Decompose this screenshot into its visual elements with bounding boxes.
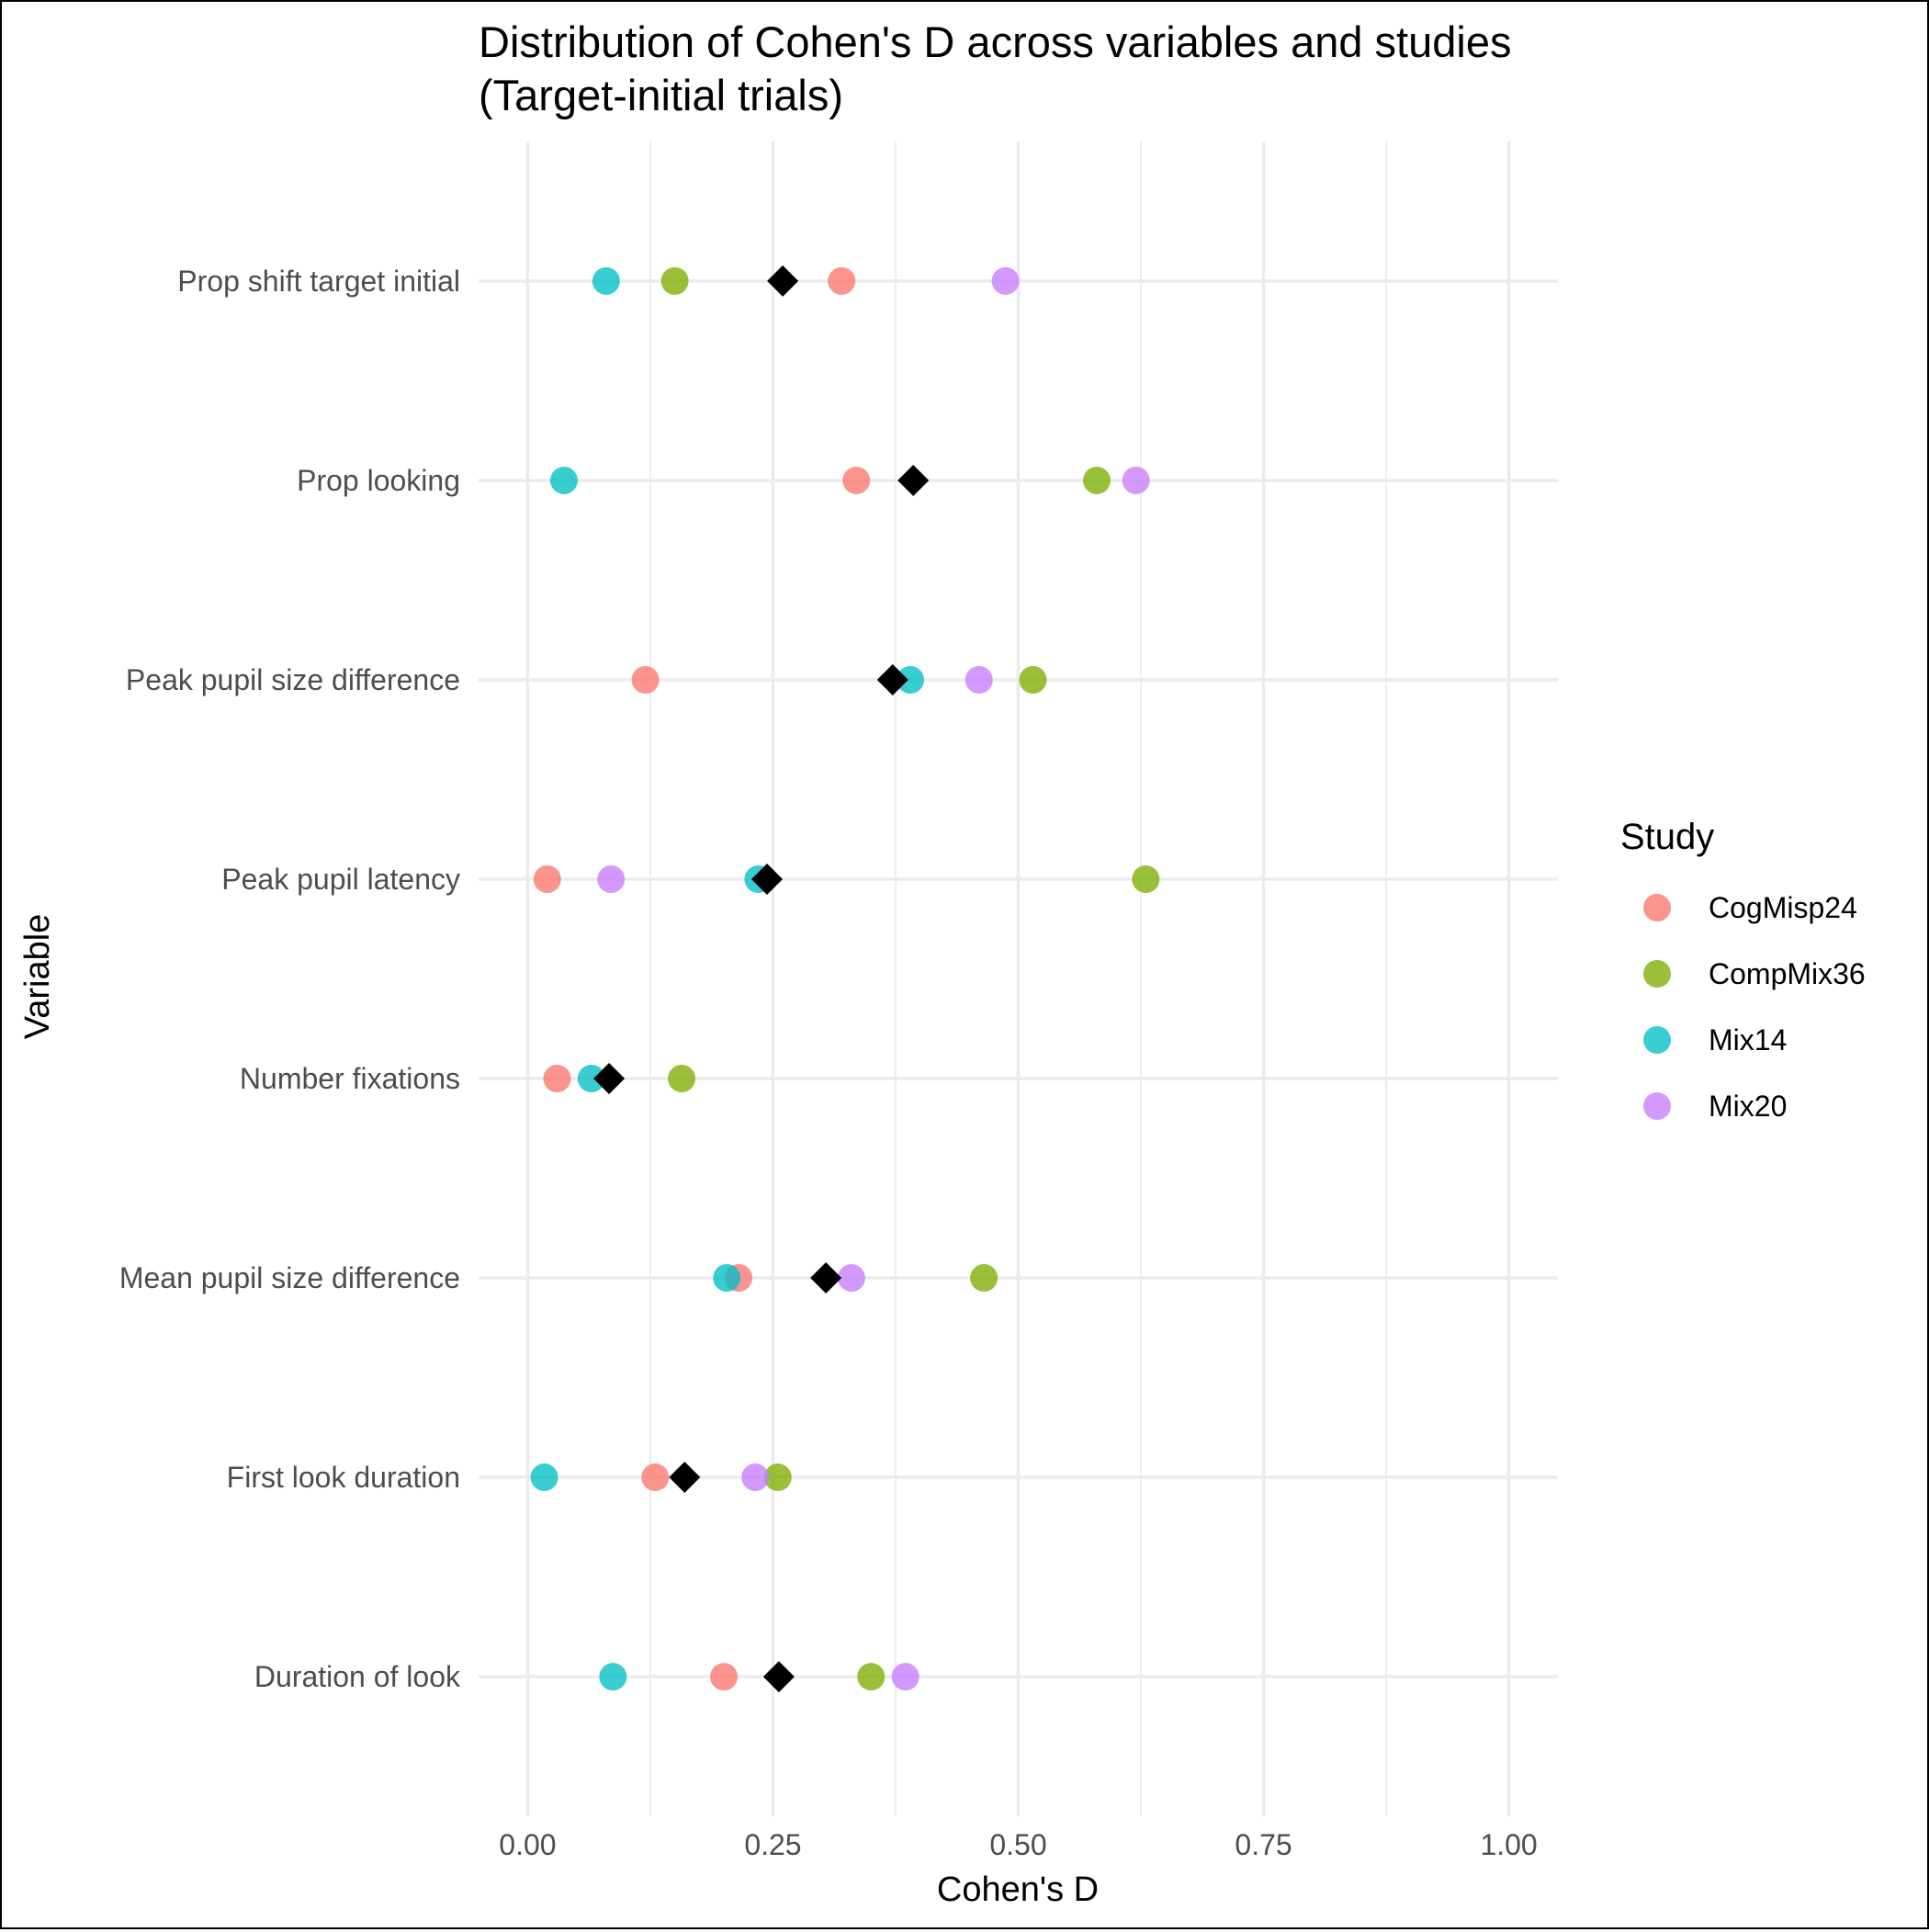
data-point xyxy=(543,1065,571,1093)
data-point xyxy=(897,665,924,694)
x-tick-label: 1.00 xyxy=(1480,1828,1537,1861)
y-tick-label: Duration of look xyxy=(254,1660,461,1693)
chart-subtitle: (Target-initial trials) xyxy=(479,71,843,119)
mean-marker xyxy=(876,663,908,695)
legend-label: CogMisp24 xyxy=(1709,891,1857,924)
x-tick-label: 0.00 xyxy=(499,1828,556,1861)
x-axis-title: Cohen's D xyxy=(937,1870,1099,1909)
y-tick-label: First look duration xyxy=(227,1461,460,1494)
data-point xyxy=(763,1463,792,1492)
data-point xyxy=(549,466,578,494)
data-point xyxy=(991,266,1020,295)
y-tick-label: Prop looking xyxy=(297,464,460,497)
data-point xyxy=(857,1663,886,1691)
mean-marker xyxy=(767,265,799,297)
data-point xyxy=(964,665,993,694)
y-axis-title: Variable xyxy=(18,914,57,1040)
y-tick-label: Number fixations xyxy=(240,1062,460,1095)
data-point xyxy=(891,1663,919,1691)
data-point xyxy=(970,1264,998,1293)
data-point xyxy=(597,864,626,893)
x-tick-label: 0.75 xyxy=(1235,1828,1292,1861)
y-tick-label: Peak pupil size difference xyxy=(126,663,460,696)
mean-marker xyxy=(751,863,784,895)
data-point xyxy=(1132,864,1160,893)
legend-key xyxy=(1643,960,1671,988)
data-point xyxy=(577,1065,605,1093)
data-point xyxy=(713,1264,741,1293)
data-point xyxy=(710,1663,739,1691)
mean-marker xyxy=(762,1661,795,1693)
data-point xyxy=(828,266,856,295)
x-tick-label: 0.25 xyxy=(744,1828,801,1861)
y-tick-label: Mean pupil size difference xyxy=(119,1261,460,1294)
legend-label: Mix14 xyxy=(1709,1023,1787,1056)
data-point xyxy=(1082,466,1111,494)
mean-marker xyxy=(669,1462,701,1494)
data-point xyxy=(641,1463,670,1492)
chart-title: Distribution of Cohen's D across variabl… xyxy=(479,17,1511,66)
legend-key xyxy=(1643,1092,1671,1120)
data-point xyxy=(530,1463,558,1492)
data-point xyxy=(842,466,871,494)
legend: Study CogMisp24 CompMix36 Mix14 Mix20 xyxy=(1620,817,1866,1123)
mean-marker xyxy=(897,464,930,496)
x-tick-label: 0.50 xyxy=(989,1828,1046,1861)
mean-marker xyxy=(810,1262,842,1294)
data-point xyxy=(533,864,561,893)
legend-key xyxy=(1643,894,1671,921)
data-point xyxy=(660,266,689,295)
legend-key xyxy=(1643,1026,1671,1054)
legend-items: CogMisp24 CompMix36 Mix14 Mix20 xyxy=(1643,891,1866,1123)
legend-label: Mix20 xyxy=(1709,1090,1787,1123)
data-point xyxy=(837,1264,865,1293)
x-axis-tick-labels: 0.00 0.25 0.50 0.75 1.00 xyxy=(499,1828,1537,1861)
y-axis-tick-labels: Duration of look First look duration Mean … xyxy=(119,265,461,1693)
data-point xyxy=(1122,466,1150,494)
data-point xyxy=(631,665,660,694)
data-point xyxy=(668,1065,696,1093)
data-point xyxy=(1019,665,1047,694)
data-point xyxy=(741,1463,770,1492)
y-tick-label: Peak pupil latency xyxy=(221,863,460,896)
mean-marker xyxy=(593,1063,626,1095)
legend-title: Study xyxy=(1620,817,1714,857)
gridlines xyxy=(479,141,1558,1816)
mean-markers xyxy=(593,265,930,1693)
y-tick-label: Prop shift target initial xyxy=(177,265,460,298)
data-point xyxy=(592,266,620,295)
legend-label: CompMix36 xyxy=(1709,957,1866,990)
data-point xyxy=(599,1663,627,1691)
